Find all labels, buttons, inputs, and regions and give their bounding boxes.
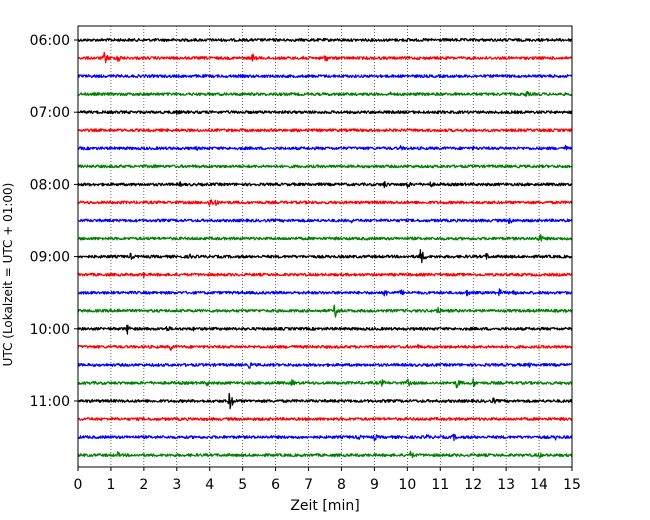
trace-0630	[77, 74, 573, 79]
trace-0745	[77, 163, 573, 169]
trace-1100	[77, 392, 573, 410]
x-tick-label: 2	[139, 477, 148, 493]
y-tick-label: 10:00	[30, 322, 70, 338]
trace-0945	[77, 304, 573, 318]
plot-frame	[77, 25, 573, 468]
x-tick-label: 4	[205, 477, 214, 493]
trace-0700	[77, 109, 573, 116]
trace-1045	[77, 378, 573, 389]
trace-0600	[77, 37, 573, 43]
trace-1030	[77, 362, 573, 369]
x-tick-label: 1	[106, 477, 115, 493]
y-tick-label: 08:00	[30, 177, 70, 193]
x-axis-label: Zeit [min]	[290, 498, 359, 514]
y-tick-label: 11:00	[30, 394, 70, 410]
y-axis: 06:00 07:00 08:00 09:00 10:00 11:00	[30, 33, 78, 410]
trace-1115	[77, 417, 573, 422]
y-tick-label: 06:00	[30, 33, 70, 49]
x-tick-label: 7	[304, 477, 313, 493]
y-tick-label: 07:00	[30, 105, 70, 121]
x-tick-label: 10	[398, 477, 416, 493]
trace-1015	[77, 344, 573, 352]
y-tick-label: 09:00	[30, 250, 70, 266]
trace-0615	[77, 51, 573, 64]
y-axis-label: UTC (Lokalzeit = UTC + 01:00)	[1, 183, 15, 367]
seismic-traces	[77, 37, 573, 459]
x-tick-label: 3	[172, 477, 181, 493]
x-tick-label: 0	[74, 477, 83, 493]
trace-0800	[77, 180, 573, 189]
x-tick-label: 9	[370, 477, 379, 493]
x-tick-label: 15	[563, 477, 581, 493]
trace-0845	[77, 234, 573, 242]
trace-0900	[77, 248, 573, 264]
trace-1145	[77, 450, 573, 459]
x-tick-label: 8	[337, 477, 346, 493]
x-tick-label: 13	[497, 477, 515, 493]
trace-0815	[77, 199, 573, 206]
trace-0830	[77, 217, 573, 225]
x-tick-label: 5	[238, 477, 247, 493]
trace-1130	[77, 433, 573, 442]
trace-1000	[77, 324, 573, 335]
trace-0915	[77, 272, 573, 279]
trace-0645	[77, 90, 573, 97]
x-axis: 0 1 2 3 4 5 6 7 8 9 10 11 12 13 14 15	[74, 467, 581, 493]
trace-0715	[77, 128, 573, 133]
x-tick-label: 12	[464, 477, 482, 493]
trace-0730	[77, 144, 573, 151]
trace-0930	[77, 288, 573, 297]
x-tick-label: 11	[431, 477, 449, 493]
x-tick-label: 6	[271, 477, 280, 493]
x-tick-label: 14	[530, 477, 548, 493]
